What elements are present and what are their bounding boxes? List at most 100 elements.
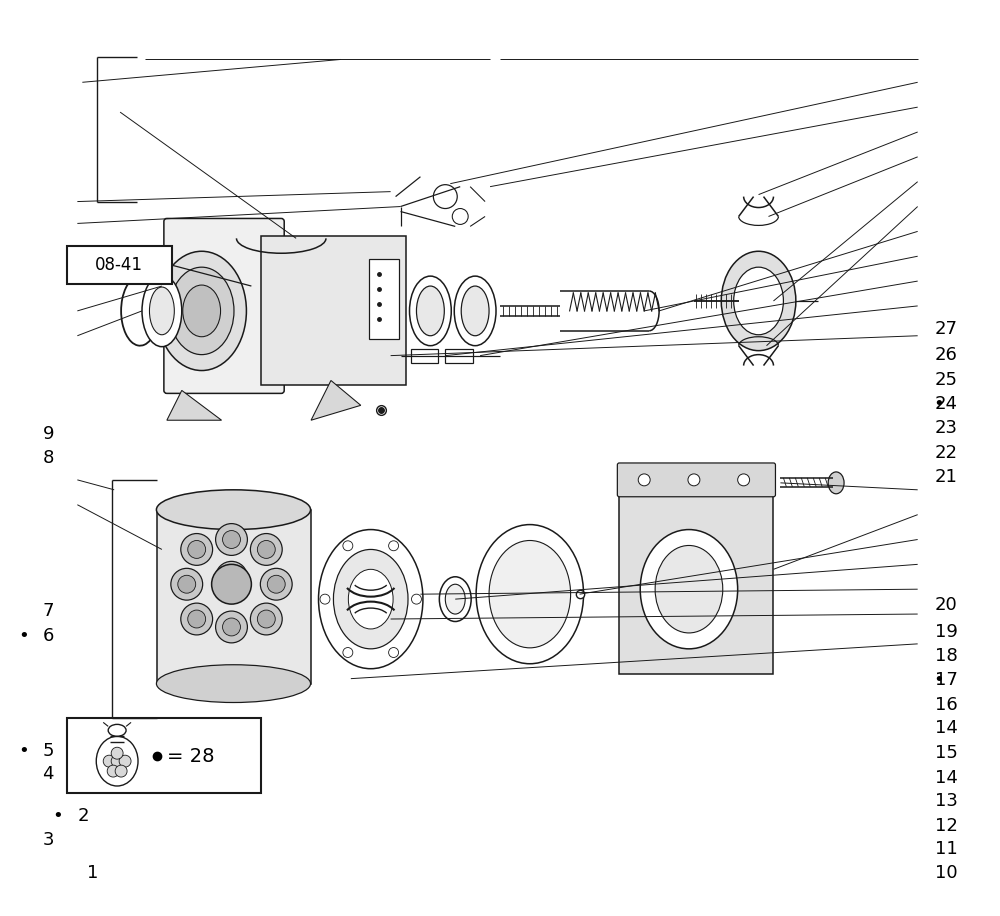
Bar bbox=[67, 246, 172, 284]
Circle shape bbox=[343, 648, 353, 658]
Circle shape bbox=[181, 603, 213, 635]
Bar bbox=[67, 718, 261, 793]
Ellipse shape bbox=[461, 286, 489, 336]
Text: 22: 22 bbox=[934, 443, 957, 462]
Ellipse shape bbox=[333, 550, 408, 649]
Text: 9: 9 bbox=[43, 425, 54, 443]
Ellipse shape bbox=[183, 285, 221, 337]
Text: •: • bbox=[18, 627, 29, 645]
Text: 26: 26 bbox=[935, 346, 957, 365]
Circle shape bbox=[216, 562, 247, 594]
Text: 18: 18 bbox=[935, 648, 957, 666]
Circle shape bbox=[223, 618, 240, 636]
Ellipse shape bbox=[410, 276, 451, 345]
Ellipse shape bbox=[319, 529, 423, 669]
Text: 24: 24 bbox=[934, 396, 957, 413]
Circle shape bbox=[320, 594, 330, 605]
Circle shape bbox=[216, 524, 247, 555]
Circle shape bbox=[257, 610, 275, 628]
FancyBboxPatch shape bbox=[164, 218, 284, 393]
Ellipse shape bbox=[640, 529, 738, 649]
Ellipse shape bbox=[734, 267, 783, 334]
Circle shape bbox=[260, 568, 292, 600]
Text: •: • bbox=[18, 742, 29, 760]
Ellipse shape bbox=[169, 267, 234, 354]
Text: = 28: = 28 bbox=[167, 747, 214, 766]
Ellipse shape bbox=[476, 525, 584, 664]
Ellipse shape bbox=[445, 584, 465, 614]
Text: 10: 10 bbox=[935, 864, 957, 882]
Ellipse shape bbox=[348, 570, 393, 629]
Ellipse shape bbox=[439, 577, 471, 621]
Circle shape bbox=[411, 594, 421, 605]
Bar bbox=[445, 349, 473, 363]
Ellipse shape bbox=[454, 276, 496, 345]
Text: 14: 14 bbox=[935, 769, 957, 787]
Text: 14: 14 bbox=[935, 719, 957, 737]
Circle shape bbox=[389, 648, 399, 658]
Ellipse shape bbox=[655, 545, 723, 633]
Text: 8: 8 bbox=[43, 449, 54, 467]
Circle shape bbox=[638, 474, 650, 485]
Circle shape bbox=[107, 765, 119, 777]
Text: 13: 13 bbox=[935, 792, 957, 811]
Circle shape bbox=[188, 540, 206, 559]
Text: 7: 7 bbox=[43, 602, 54, 620]
Circle shape bbox=[212, 564, 251, 605]
Circle shape bbox=[111, 755, 123, 767]
Text: 3: 3 bbox=[43, 832, 54, 849]
Text: 23: 23 bbox=[934, 419, 957, 437]
Text: 4: 4 bbox=[43, 765, 54, 783]
Circle shape bbox=[343, 540, 353, 551]
Ellipse shape bbox=[156, 490, 311, 529]
Text: 12: 12 bbox=[935, 817, 957, 834]
Circle shape bbox=[250, 603, 282, 635]
Circle shape bbox=[171, 568, 203, 600]
Polygon shape bbox=[167, 390, 222, 420]
Text: 1: 1 bbox=[87, 864, 99, 882]
Text: 27: 27 bbox=[934, 320, 957, 338]
Ellipse shape bbox=[156, 665, 311, 703]
Circle shape bbox=[188, 610, 206, 628]
Circle shape bbox=[433, 185, 457, 209]
Circle shape bbox=[119, 755, 131, 767]
Bar bbox=[157, 509, 311, 683]
Circle shape bbox=[223, 530, 240, 549]
Ellipse shape bbox=[149, 287, 174, 334]
Bar bbox=[619, 490, 773, 673]
Circle shape bbox=[115, 765, 127, 777]
Text: 19: 19 bbox=[935, 623, 957, 641]
Circle shape bbox=[111, 747, 123, 759]
Text: 21: 21 bbox=[935, 468, 957, 486]
Circle shape bbox=[257, 540, 275, 559]
Text: 5: 5 bbox=[43, 742, 54, 760]
Circle shape bbox=[181, 533, 213, 565]
Text: •: • bbox=[53, 807, 63, 824]
Text: 2: 2 bbox=[77, 807, 89, 824]
FancyBboxPatch shape bbox=[617, 463, 775, 496]
Ellipse shape bbox=[489, 540, 571, 648]
Ellipse shape bbox=[721, 251, 796, 351]
Text: •: • bbox=[933, 671, 944, 689]
Ellipse shape bbox=[96, 736, 138, 786]
Polygon shape bbox=[311, 380, 361, 420]
Text: 6: 6 bbox=[43, 627, 54, 645]
Ellipse shape bbox=[828, 472, 844, 494]
Circle shape bbox=[103, 755, 115, 767]
Circle shape bbox=[267, 575, 285, 594]
Bar bbox=[411, 349, 438, 363]
Text: 08-41: 08-41 bbox=[95, 256, 143, 274]
Circle shape bbox=[216, 611, 247, 643]
Circle shape bbox=[688, 474, 700, 485]
Text: 20: 20 bbox=[935, 596, 957, 615]
Text: 15: 15 bbox=[935, 744, 957, 762]
Circle shape bbox=[452, 209, 468, 224]
Text: 25: 25 bbox=[934, 371, 957, 388]
Text: •: • bbox=[933, 396, 944, 413]
Ellipse shape bbox=[142, 275, 182, 346]
Circle shape bbox=[738, 474, 750, 485]
Text: 11: 11 bbox=[935, 841, 957, 858]
Ellipse shape bbox=[416, 286, 444, 336]
Ellipse shape bbox=[108, 725, 126, 736]
Bar bbox=[369, 259, 399, 339]
